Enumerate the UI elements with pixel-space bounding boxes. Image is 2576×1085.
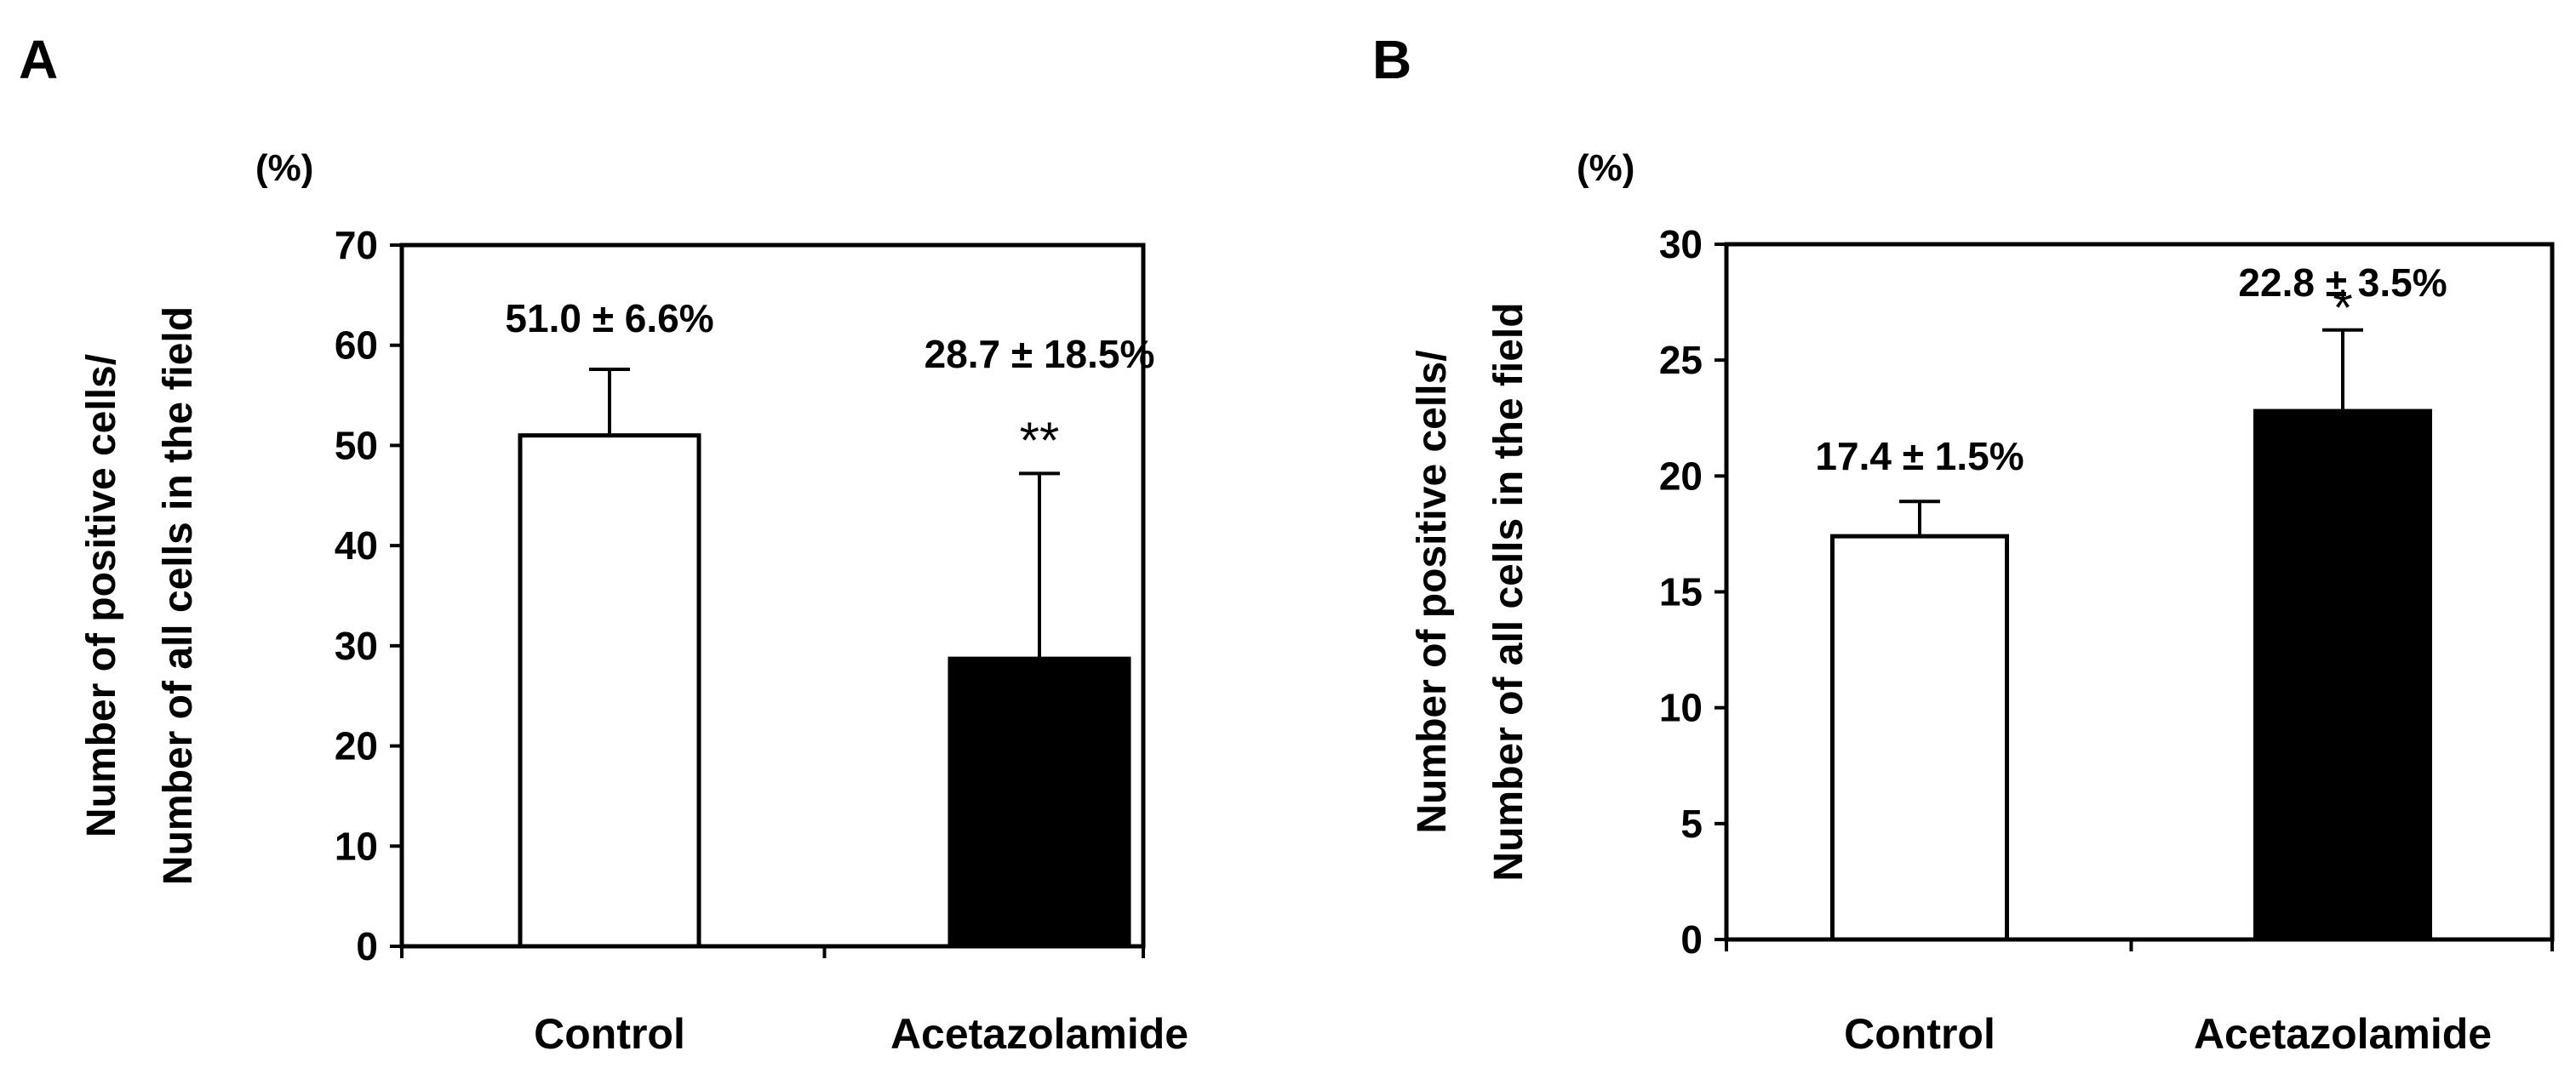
y-tick-label: 5: [1680, 802, 1703, 846]
y-axis-label-line: Number of all cells in the field: [1486, 302, 1531, 881]
panel-letter: A: [19, 29, 58, 90]
significance-marker: **: [1020, 412, 1060, 469]
y-tick-label: 0: [356, 924, 378, 968]
x-tick-label: Acetazolamide: [2194, 1010, 2492, 1058]
value-annotation: 17.4 ± 1.5%: [1815, 434, 2024, 478]
y-tick-label: 10: [335, 824, 378, 868]
value-annotation: 22.8 ± 3.5%: [2238, 260, 2447, 305]
y-axis-label-line: Number of positive cells/: [1410, 350, 1455, 833]
y-tick-label: 60: [335, 323, 378, 368]
y-tick-label: 20: [335, 724, 378, 768]
y-axis-label-line: Number of all cells in the field: [156, 306, 201, 885]
y-tick-label: 40: [335, 523, 378, 568]
plot-frame: [399, 243, 1146, 949]
y-tick-label: 20: [1659, 454, 1703, 498]
y-tick-label: 15: [1659, 570, 1703, 614]
x-tick-label: Control: [534, 1010, 685, 1058]
bar-control: [518, 433, 701, 949]
bar-control: [1830, 534, 2009, 942]
panel-a: A (%) Number of positive cells/Number of a…: [19, 29, 1188, 1058]
significance-marker: *: [2333, 279, 2352, 336]
y-tick-label: 50: [335, 423, 378, 467]
x-tick-label: Acetazolamide: [890, 1010, 1188, 1058]
x-tick-label: Control: [1844, 1010, 1995, 1058]
y-unit-label: (%): [1577, 147, 1634, 189]
panel-letter: B: [1372, 29, 1411, 90]
y-tick-label: 30: [335, 624, 378, 668]
y-tick-label: 10: [1659, 686, 1703, 730]
panel-b: B (%) Number of positive cells/Number of a…: [1372, 29, 2555, 1058]
y-tick-label: 25: [1659, 338, 1703, 382]
y-axis-label-line: Number of positive cells/: [79, 354, 124, 837]
bar-acetazolamide: [2253, 408, 2432, 942]
value-annotation: 28.7 ± 18.5%: [924, 332, 1155, 376]
value-annotation: 51.0 ± 6.6%: [505, 296, 713, 340]
y-unit-label: (%): [255, 147, 313, 189]
y-tick-label: 30: [1659, 222, 1703, 266]
y-tick-label: 70: [335, 223, 378, 267]
y-tick-label: 0: [1680, 917, 1703, 962]
bar-acetazolamide: [947, 656, 1131, 949]
